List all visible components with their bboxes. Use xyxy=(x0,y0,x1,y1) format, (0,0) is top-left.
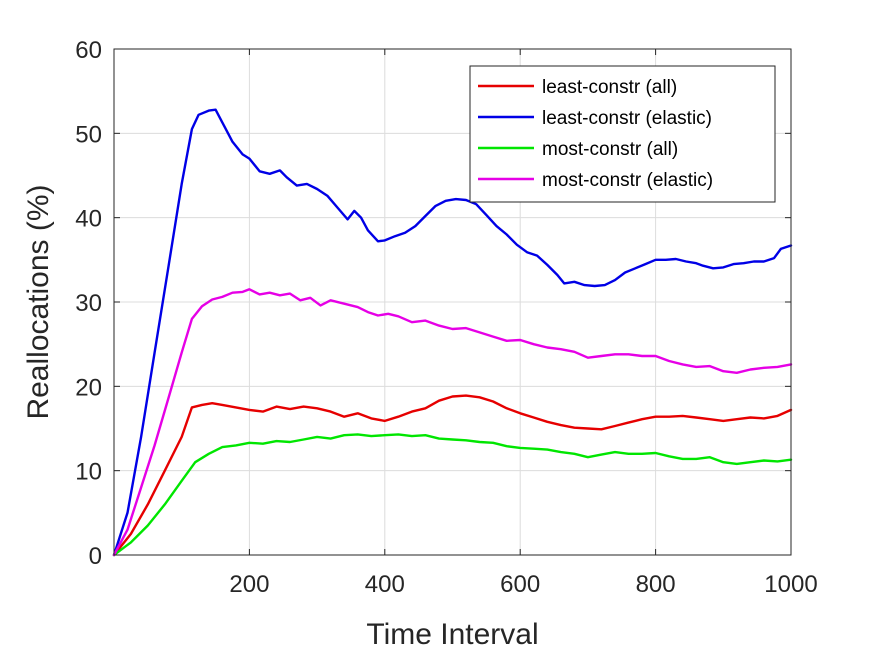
series-line-4 xyxy=(112,288,793,557)
y-axis-label: Reallocations (%) xyxy=(22,184,55,419)
y-tick-label: 60 xyxy=(75,37,102,64)
x-tick-label: 200 xyxy=(229,571,269,598)
x-tick-label: 400 xyxy=(365,571,405,598)
legend-label-4: most-constr (elastic) xyxy=(542,170,713,191)
legend: least-constr (all) least-constr (elastic)… xyxy=(469,65,776,203)
series-line-2 xyxy=(112,108,793,557)
y-tick-label: 20 xyxy=(75,374,102,401)
axis-ticks: 200 400 600 800 1000 0 10 20 30 40 50 60 xyxy=(75,37,817,598)
legend-label-3: most-constr (all) xyxy=(542,139,678,160)
series-line-3 xyxy=(112,433,793,557)
legend-label-2: least-constr (elastic) xyxy=(542,108,712,129)
series-lines xyxy=(112,108,793,557)
y-tick-label: 40 xyxy=(75,206,102,233)
y-tick-label: 10 xyxy=(75,459,102,486)
y-tick-label: 0 xyxy=(89,543,102,570)
x-tick-label: 800 xyxy=(636,571,676,598)
x-tick-label: 600 xyxy=(500,571,540,598)
series-line-1 xyxy=(112,394,793,557)
y-tick-label: 50 xyxy=(75,121,102,148)
x-tick-label: 1000 xyxy=(764,571,817,598)
y-tick-label: 30 xyxy=(75,290,102,317)
x-axis-label: Time Interval xyxy=(366,618,538,651)
legend-label-1: least-constr (all) xyxy=(542,77,677,98)
